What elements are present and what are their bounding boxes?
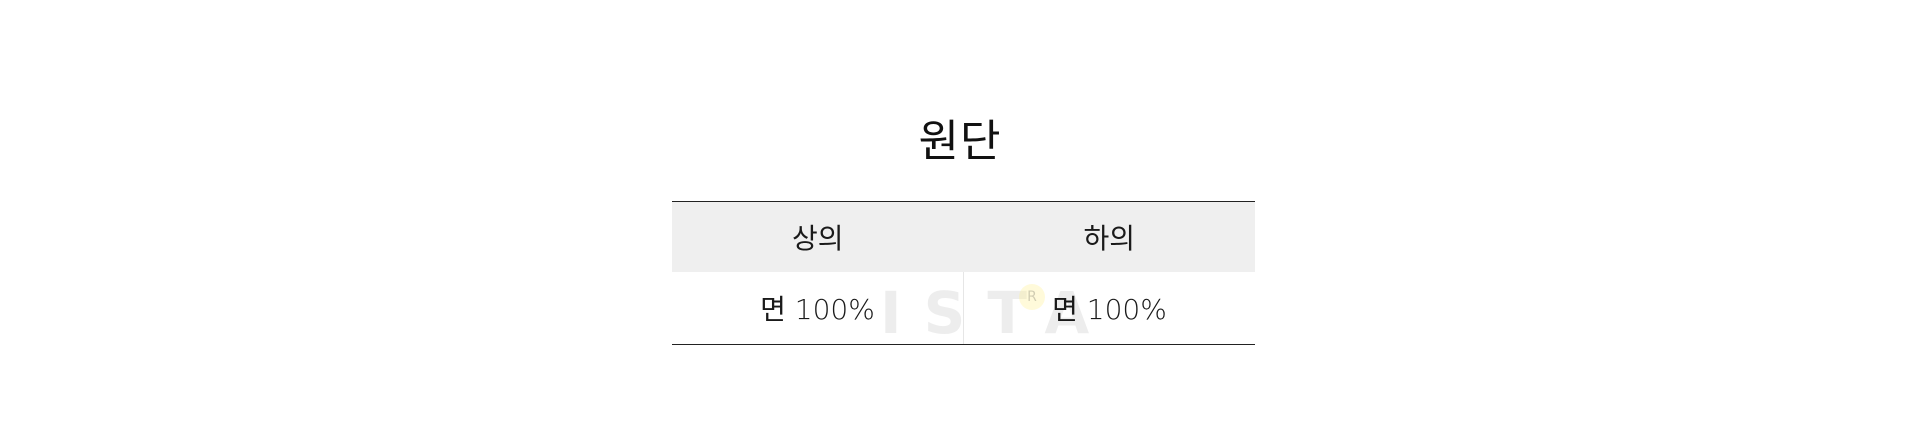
header-bottom: 하의 (1083, 222, 1136, 255)
section-title: 원단 (918, 116, 1002, 167)
table-row: 면 100% 면 100% (672, 272, 1255, 344)
table-header-row: 상의 하의 (672, 202, 1255, 272)
header-top: 상의 (791, 222, 844, 255)
fabric-table: 상의 하의 면 100% 면 100% (672, 201, 1255, 345)
cell-bottom-fabric: 면 100% (1052, 293, 1167, 326)
cell-top-fabric: 면 100% (672, 272, 964, 344)
